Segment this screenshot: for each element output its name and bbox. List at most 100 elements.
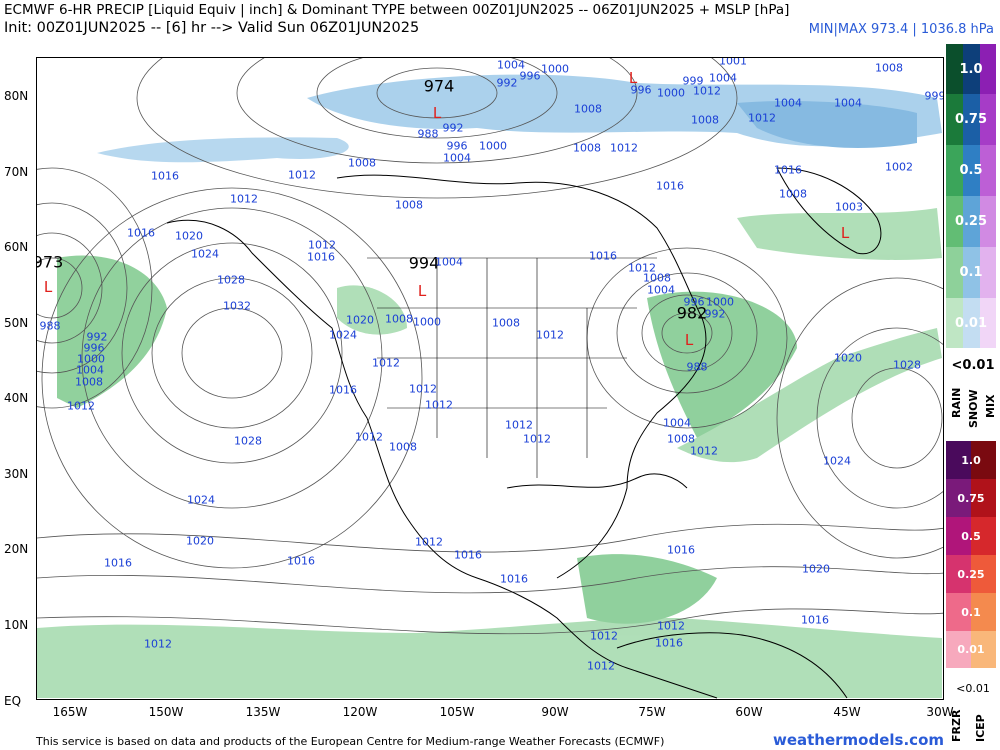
legend-frz-075: 0.75 xyxy=(946,479,996,517)
legend-swatch xyxy=(946,593,996,631)
isobar-label: 1024 xyxy=(329,328,357,342)
lat-label: 50N xyxy=(4,316,29,330)
isobar-label: 1008 xyxy=(574,102,602,116)
min-max-pressure: MIN|MAX 973.4 | 1036.8 hPa xyxy=(808,22,994,37)
isobar-label: 1012 xyxy=(590,629,618,643)
legend-type-snow: SNOW xyxy=(967,389,980,428)
legend-swatch xyxy=(946,94,996,145)
isobar-label: 1000 xyxy=(479,139,507,153)
legend-swatch xyxy=(946,196,996,247)
lat-label: 10N xyxy=(4,618,29,632)
legend-rain-001: 0.01 xyxy=(946,298,996,348)
isobar-label: 992 xyxy=(704,307,726,321)
legend-value: 0.01 xyxy=(957,643,985,656)
isobar-label: 1008 xyxy=(389,440,417,454)
isobar-label: 1016 xyxy=(589,249,617,263)
low-marker: L xyxy=(628,69,638,87)
isobar-label: 1012 xyxy=(288,168,316,182)
isobar-label: 988 xyxy=(686,360,708,374)
legend-value: 1.0 xyxy=(961,453,981,467)
legend-frz-01: 0.1 xyxy=(946,593,996,631)
legend-swatch xyxy=(946,44,996,94)
isobar-label: 1012 xyxy=(628,261,656,275)
isobar-label: 1024 xyxy=(191,247,219,261)
legend-rain-025: 0.25 xyxy=(946,196,996,247)
isobar-label: 1016 xyxy=(500,572,528,586)
isobar-label: 1020 xyxy=(802,562,830,576)
site-link[interactable]: weathermodels.com xyxy=(772,731,944,749)
isobar-label: 1012 xyxy=(610,141,638,155)
legend-type-frzr: FRZR xyxy=(950,709,963,742)
low-marker: L xyxy=(43,278,53,296)
isobar-label: 988 xyxy=(39,319,61,333)
isobar-label: 1008 xyxy=(779,187,807,201)
legend-below-min: <0.01 xyxy=(951,358,995,373)
lon-label: 150W xyxy=(148,705,184,719)
isobar-label: 1028 xyxy=(234,434,262,448)
lon-label: 105W xyxy=(439,705,475,719)
isobar-label: 1016 xyxy=(287,554,315,568)
isobar-label: 1012 xyxy=(425,398,453,412)
isobar-label: 1012 xyxy=(372,356,400,370)
rain-shading xyxy=(37,208,942,698)
isobar-label: 1012 xyxy=(657,619,685,633)
isobar-label: 1004 xyxy=(76,363,104,377)
isobar-label: 1012 xyxy=(748,111,776,125)
lat-label: 40N xyxy=(4,391,29,405)
isobar-label: 1012 xyxy=(693,84,721,98)
isobar-lines xyxy=(37,58,943,635)
lon-label: 90W xyxy=(541,705,569,719)
isobar-label: 1020 xyxy=(834,351,862,365)
isobar-label: 1016 xyxy=(801,613,829,627)
isobar-label: 1008 xyxy=(667,432,695,446)
legend-value: 0.5 xyxy=(961,529,981,543)
isobar-label: 1016 xyxy=(656,179,684,193)
isobar-label: 1012 xyxy=(409,382,437,396)
isobar-label: 1012 xyxy=(308,238,336,252)
isobar-label: 1012 xyxy=(587,659,615,673)
legend-swatch xyxy=(946,298,996,348)
isobar-label: 1012 xyxy=(690,444,718,458)
legend-value: 0.1 xyxy=(959,265,983,280)
low-marker: L xyxy=(417,282,427,300)
state-borders xyxy=(367,257,657,478)
pressure-center: 982 xyxy=(676,303,708,323)
isobar-label: 996 xyxy=(83,341,105,355)
isobar-label: 1000 xyxy=(706,295,734,309)
isobar-label: 1028 xyxy=(893,358,921,372)
lon-label: 75W xyxy=(638,705,666,719)
legend-value: 0.01 xyxy=(954,315,988,331)
legend-swatch xyxy=(946,441,996,479)
coastlines xyxy=(166,167,882,699)
isobar-label: 999 xyxy=(924,89,944,103)
legend-rain-075: 0.75 xyxy=(946,94,996,145)
isobar-label: 1008 xyxy=(385,312,413,326)
isobar-label: 1032 xyxy=(223,299,251,313)
lat-label: 30N xyxy=(4,467,29,481)
isobar-label: 1000 xyxy=(541,62,569,76)
isobar-label: 1012 xyxy=(536,328,564,342)
lat-label: 20N xyxy=(4,542,29,556)
isobar-label: 1012 xyxy=(415,535,443,549)
lat-label: 60N xyxy=(4,240,29,254)
snow-shading xyxy=(97,74,942,163)
isobar-label: 1016 xyxy=(151,169,179,183)
isobar-label: 1016 xyxy=(655,636,683,650)
isobar-label: 988 xyxy=(417,127,439,141)
pressure-center: 974 xyxy=(423,76,455,96)
legend-swatch xyxy=(946,479,996,517)
isobar-label: 1016 xyxy=(127,226,155,240)
legend-value: 0.75 xyxy=(954,112,988,127)
legend-swatch xyxy=(946,517,996,555)
isobar-label: 1001 xyxy=(719,57,747,68)
legend-frz-10: 1.0 xyxy=(946,441,996,479)
isobar-label: 996 xyxy=(519,69,541,83)
map-panel: 993 974 973 994 982 L L L L L L 1016 102… xyxy=(36,57,944,700)
isobar-label: 1004 xyxy=(663,416,691,430)
isobar-label: 996 xyxy=(683,295,705,309)
lon-label: 135W xyxy=(245,705,281,719)
lon-label: 45W xyxy=(833,705,861,719)
isobar-label: 1016 xyxy=(667,543,695,557)
legend-frz-05: 0.5 xyxy=(946,517,996,555)
legend-value: 0.1 xyxy=(961,605,981,619)
